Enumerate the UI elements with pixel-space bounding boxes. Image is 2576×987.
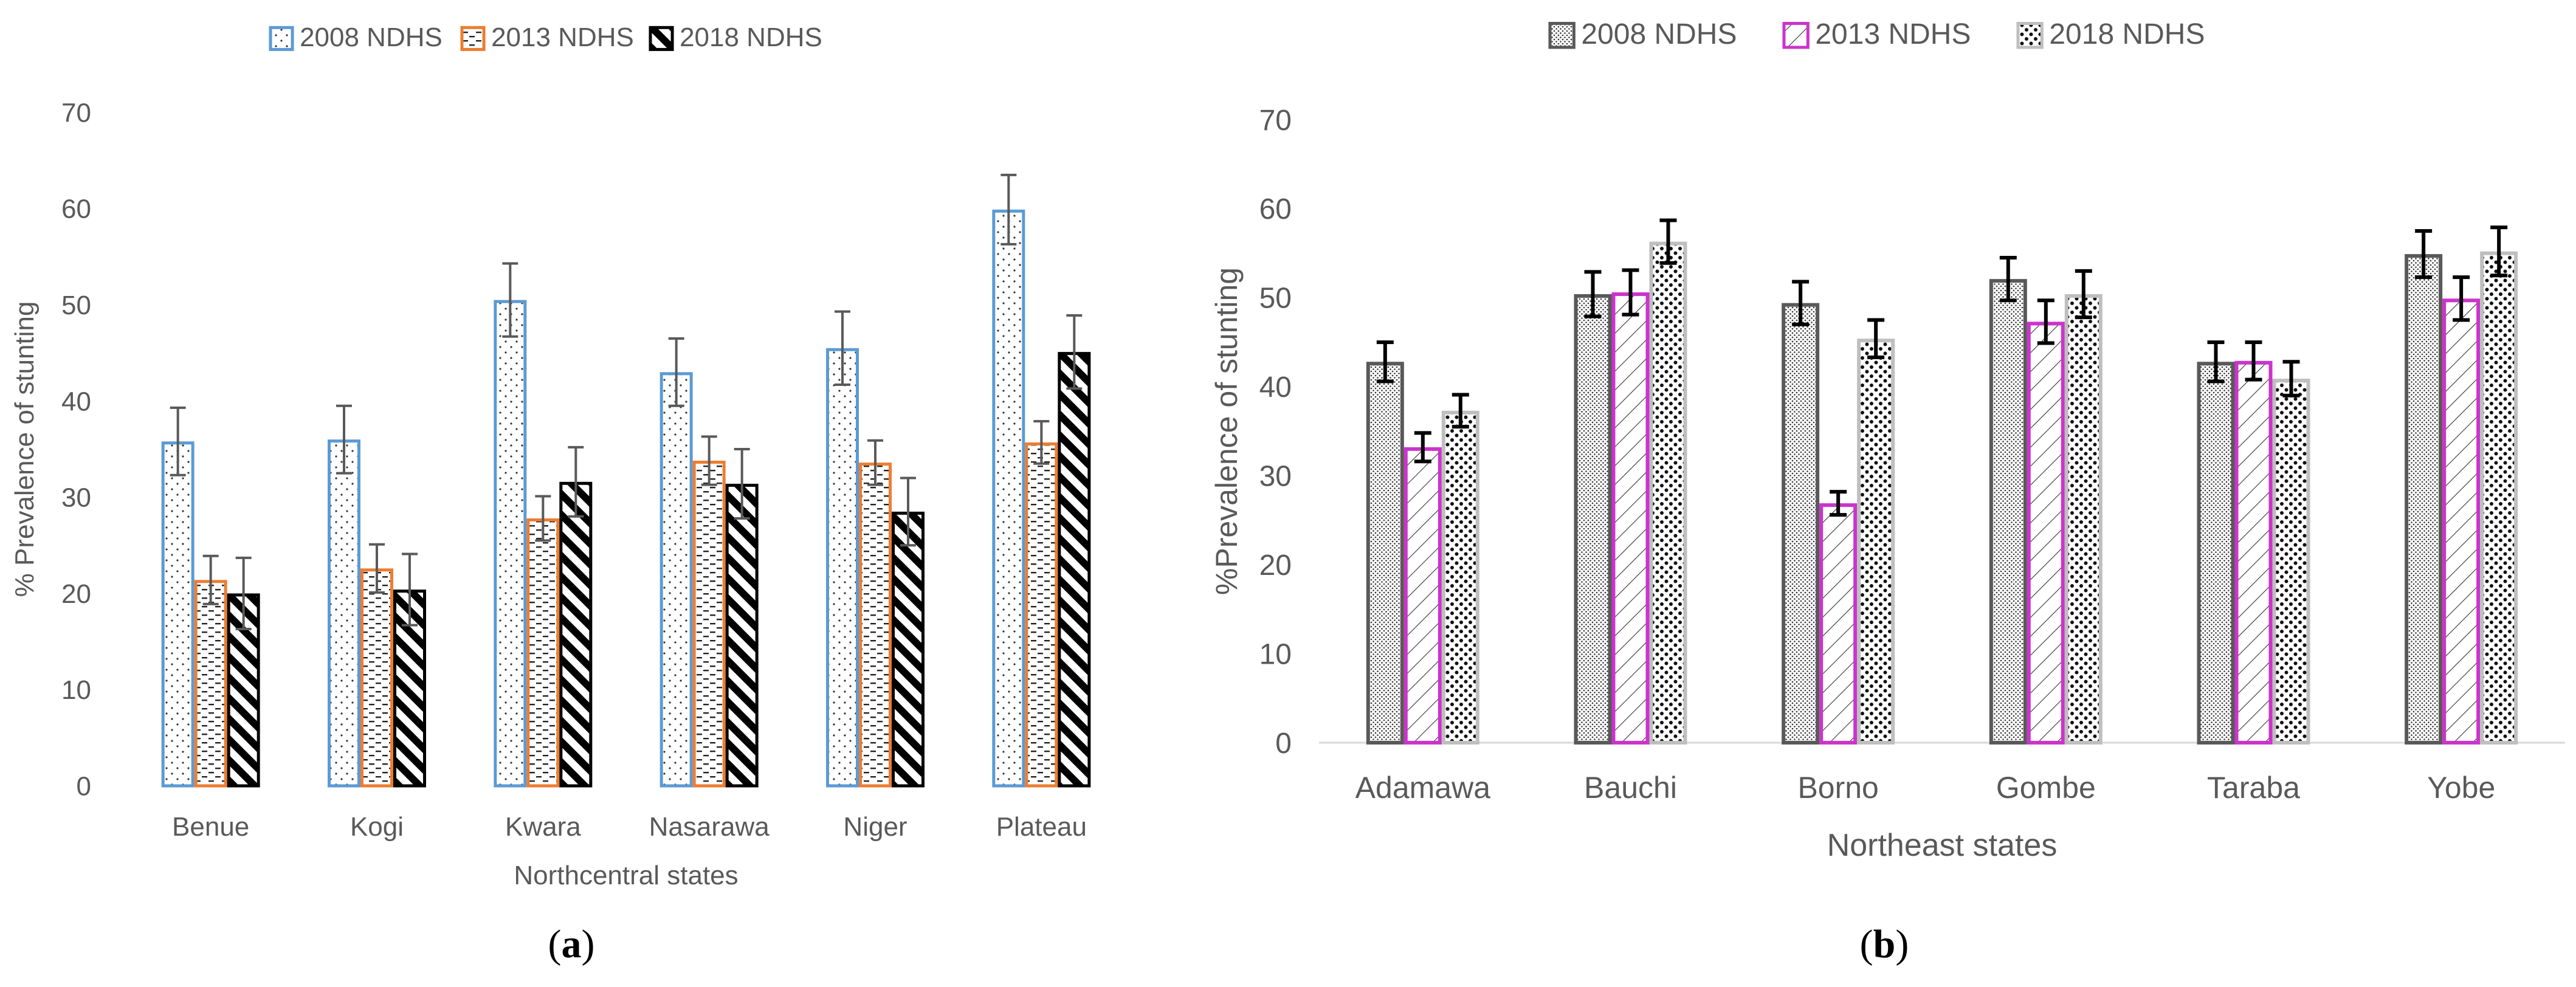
panel-a-legend-label: 2013 NDHS — [491, 22, 634, 52]
panel-b-bar-adamawa-2008 — [1366, 362, 1404, 745]
panel-a-bar-niger-2018 — [892, 511, 925, 788]
panel-b-category-label: Yobe — [2427, 771, 2495, 805]
panel-b-bar-taraba-2008 — [2197, 362, 2235, 745]
panel-b-category-label: Borno — [1797, 771, 1878, 805]
panel-a-bar-plateau-2013 — [1025, 442, 1058, 788]
panel-b-y-tick-label: 50 — [1259, 283, 1292, 315]
panel-a-category-label: Kwara — [505, 812, 581, 842]
panel-a-label-close: ) — [582, 922, 595, 966]
panel-a-y-axis-title: % Prevalence of stunting — [10, 301, 40, 597]
panel-a-bar-kwara-2018 — [559, 481, 593, 788]
panel-b-bar-borno-2013 — [1819, 503, 1858, 745]
panel-a-category-label: Kogi — [350, 812, 404, 842]
panel-a-category-label: Niger — [843, 812, 907, 842]
panel-b-y-tick-label: 10 — [1259, 638, 1292, 670]
panel-b-category-label: Bauchi — [1584, 771, 1677, 805]
panel-b-y-tick-label: 0 — [1275, 727, 1292, 760]
panel-b-y-tick-label: 20 — [1259, 549, 1292, 582]
panel-a-legend-swatch — [649, 26, 674, 51]
panel-a-bar-plateau-2018 — [1058, 352, 1091, 788]
panel-b-legend-swatch — [2016, 22, 2044, 49]
panel-a-bar-plateau-2008 — [992, 209, 1025, 788]
panel-b-legend-label: 2013 NDHS — [1815, 18, 1971, 50]
panel-b-label-close: ) — [1895, 922, 1909, 966]
panel-b-bar-bauchi-2018 — [1649, 241, 1687, 745]
panel-b-category-label: Adamawa — [1355, 771, 1491, 805]
panel-b-bar-borno-2018 — [1857, 339, 1895, 745]
panel-b-bar-yobe-2013 — [2442, 298, 2481, 745]
panel-a-y-tick-label: 0 — [77, 771, 91, 801]
panel-a-y-tick-label: 20 — [61, 579, 91, 609]
panel-a-bar-nasarawa-2018 — [725, 483, 759, 788]
panel-a-bar-niger-2008 — [826, 348, 859, 788]
panel-a-category-label: Nasarawa — [649, 812, 770, 842]
panel-b-label: (b) — [1860, 922, 1909, 966]
panel-a-label: (a) — [548, 922, 595, 966]
panel-a-label-open: ( — [548, 922, 562, 966]
panel-a-bar-nasarawa-2008 — [659, 372, 693, 788]
panel-b-label-open: ( — [1860, 922, 1873, 966]
panel-b-x-axis-title: Northeast states — [1827, 828, 2058, 863]
panel-a-x-axis-title: Northcentral states — [514, 861, 738, 890]
panel-b-label-letter: b — [1873, 922, 1896, 966]
panel-b-bar-bauchi-2013 — [1611, 292, 1650, 745]
panel-b-legend-label: 2008 NDHS — [1581, 18, 1737, 50]
panel-b-bar-gombe-2008 — [1989, 279, 2027, 745]
panel-b-y-tick-label: 70 — [1259, 105, 1292, 137]
panel-a-label-letter: a — [562, 922, 582, 966]
panel-a-category-label: Benue — [172, 812, 249, 842]
panel-a-y-tick-label: 50 — [61, 291, 91, 320]
panel-a-bar-kwara-2013 — [526, 518, 560, 788]
panel-a-bar-niger-2013 — [859, 463, 892, 788]
panel-a-legend-swatch — [269, 26, 294, 51]
panel-b-category-label: Gombe — [1996, 771, 2096, 805]
panel-a-bar-kogi-2013 — [360, 568, 393, 788]
panel-a-category-label: Plateau — [996, 812, 1087, 842]
panel-a-bar-benue-2013 — [194, 580, 227, 788]
panel-a-y-tick-label: 60 — [61, 194, 91, 224]
panel-b-bar-bauchi-2008 — [1574, 294, 1612, 745]
panel-a-bar-kwara-2008 — [494, 300, 527, 788]
panel-b-y-tick-label: 40 — [1259, 371, 1292, 404]
panel-a-bar-nasarawa-2013 — [692, 460, 726, 788]
panel-b-category-label: Taraba — [2207, 771, 2300, 805]
panel-a-legend-label: 2008 NDHS — [300, 22, 443, 52]
panel-b-bar-adamawa-2013 — [1403, 447, 1442, 745]
panel-b-y-tick-label: 30 — [1259, 461, 1292, 493]
panel-b-bar-gombe-2018 — [2064, 294, 2102, 745]
panel-b-y-axis-title: %Prevalence of stunting — [1210, 267, 1244, 595]
panel-a-legend-swatch — [460, 26, 486, 51]
panel-b-bar-taraba-2018 — [2272, 379, 2310, 745]
panel-b-y-tick-label: 60 — [1259, 193, 1292, 225]
panel-b-bar-taraba-2013 — [2234, 360, 2273, 745]
panel-a-legend-label: 2018 NDHS — [680, 22, 822, 52]
panel-b-bar-yobe-2018 — [2480, 251, 2518, 745]
panel-a-y-tick-label: 10 — [61, 675, 91, 705]
panel-b-bar-borno-2008 — [1782, 303, 1820, 745]
panel-a-y-tick-label: 30 — [61, 483, 91, 513]
panel-b-legend-swatch — [1548, 22, 1576, 49]
panel-a-bar-benue-2008 — [161, 441, 195, 788]
panel-b-legend-label: 2018 NDHS — [2049, 18, 2205, 50]
panel-b-bar-yobe-2008 — [2405, 254, 2443, 745]
panel-b-legend-swatch — [1782, 22, 1810, 49]
panel-a-y-tick-label: 40 — [61, 387, 91, 416]
panel-a-y-tick-label: 70 — [61, 98, 91, 128]
panel-b-bar-adamawa-2018 — [1441, 410, 1479, 745]
panel-b-bar-gombe-2013 — [2027, 322, 2065, 745]
panel-a-bar-kogi-2008 — [328, 439, 360, 788]
